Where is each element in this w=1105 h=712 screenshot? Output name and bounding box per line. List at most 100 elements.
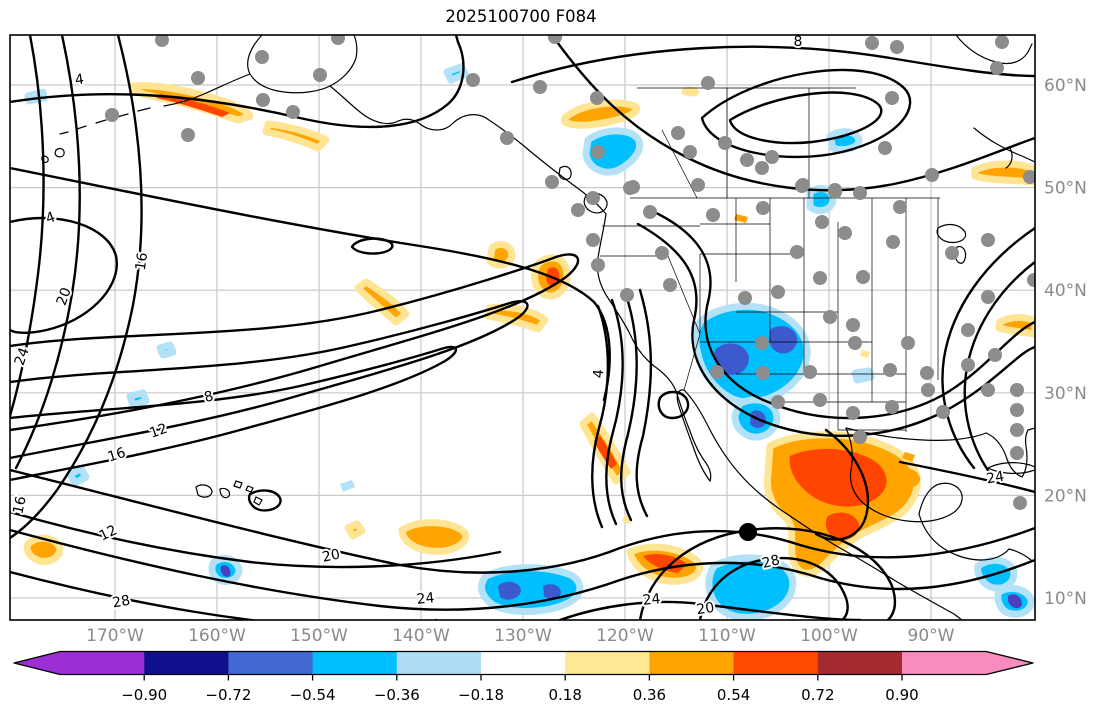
contour-line — [657, 390, 690, 420]
station-dot — [313, 68, 327, 82]
station-dot — [846, 406, 860, 420]
station-dot — [995, 35, 1009, 49]
station-dot — [921, 383, 935, 397]
contour-line — [636, 222, 1035, 437]
station-dot — [813, 393, 827, 407]
colorbar-tick-label: −0.18 — [458, 686, 504, 704]
contour-line — [10, 253, 580, 432]
contour-value-label: 24 — [985, 469, 1005, 488]
shaded-anomaly — [734, 214, 748, 223]
shaded-anomaly-layer — [23, 63, 1035, 620]
station-dot — [738, 291, 752, 305]
contour-line — [605, 298, 624, 526]
colorbar-tick-label: −0.72 — [205, 686, 251, 704]
station-dot — [771, 285, 785, 299]
x-tick-label: 110°W — [698, 626, 756, 646]
colorbar-left-arrow — [14, 651, 60, 675]
station-dot — [765, 150, 779, 164]
station-dot — [853, 430, 867, 444]
colorbar-tick-label: 0.54 — [717, 686, 750, 704]
station-dot — [988, 348, 1002, 362]
station-dot — [893, 200, 907, 214]
station-dot — [256, 93, 270, 107]
station-dot — [571, 203, 585, 217]
shaded-anomaly — [66, 465, 90, 487]
station-dot — [191, 71, 205, 85]
station-dot — [286, 105, 300, 119]
coastline — [918, 513, 1032, 561]
shaded-anomaly — [126, 389, 150, 409]
station-dot — [936, 405, 950, 419]
colorbar-segment — [312, 651, 398, 675]
state-border-layer — [600, 87, 940, 432]
contour-line — [550, 35, 1035, 192]
coastline — [41, 148, 65, 163]
contour-line — [14, 35, 81, 470]
colorbar-segment — [228, 651, 314, 675]
coastline — [558, 165, 572, 181]
station-dot — [691, 178, 705, 192]
shaded-anomaly — [898, 468, 921, 488]
colorbar-segment — [60, 651, 145, 675]
y-tick-label: 20°N — [1044, 486, 1087, 506]
contour-line — [247, 489, 282, 512]
coastline — [163, 73, 251, 107]
station-dot — [885, 91, 899, 105]
contour-line — [814, 428, 870, 541]
station-dot — [755, 161, 769, 175]
station-dot — [105, 108, 119, 122]
shaded-anomaly — [344, 520, 366, 540]
station-dot — [886, 235, 900, 249]
contour-line — [10, 35, 143, 540]
station-dot — [853, 186, 867, 200]
colorbar-tick-label: −0.36 — [374, 686, 420, 704]
shaded-anomaly — [478, 564, 584, 615]
colorbar-tick-label: 0.36 — [633, 686, 666, 704]
station-dot — [718, 136, 732, 150]
contour-line — [10, 166, 611, 402]
contour-line — [728, 91, 883, 145]
station-dot — [1027, 273, 1035, 287]
contour-line — [898, 460, 1035, 494]
shaded-anomaly — [681, 86, 700, 97]
shaded-anomaly — [995, 314, 1035, 338]
state-border — [735, 198, 939, 432]
station-dot — [181, 128, 195, 142]
contour-line — [648, 208, 1035, 420]
contour-line — [10, 468, 1035, 574]
contour-line — [10, 510, 502, 569]
station-dot — [655, 246, 669, 260]
contour-value-label: 28 — [760, 552, 781, 572]
station-dot — [591, 145, 605, 159]
station-dot — [663, 278, 677, 292]
contour-line — [635, 288, 653, 518]
station-dot — [878, 141, 892, 155]
x-tick-label: 170°W — [86, 626, 144, 646]
station-dot — [331, 35, 345, 45]
colorbar-tick-label: −0.90 — [121, 686, 167, 704]
colorbar-segment — [817, 651, 903, 675]
coastline — [955, 35, 1033, 65]
station-dot — [961, 358, 975, 372]
colorbar-tick-label: 0.18 — [548, 686, 581, 704]
station-dot — [756, 201, 770, 215]
station-dot — [846, 318, 860, 332]
shaded-anomaly — [789, 448, 887, 507]
contour-value-label: 8 — [202, 388, 215, 406]
colorbar-segment — [733, 651, 819, 675]
coastline — [329, 85, 607, 215]
station-dot — [740, 153, 754, 167]
coastline — [845, 427, 963, 523]
contour-line — [941, 226, 1035, 470]
station-dot — [466, 73, 480, 87]
contour-line — [10, 216, 119, 334]
shaded-anomaly — [443, 63, 469, 84]
colorbar-outline — [13, 650, 1034, 676]
contour-line — [10, 345, 457, 482]
station-dot — [1010, 383, 1024, 397]
contour-value-label: 4 — [74, 71, 85, 88]
contour-line — [963, 260, 1035, 478]
shaded-anomaly — [340, 480, 355, 492]
station-dot — [856, 270, 870, 284]
y-tick-label: 60°N — [1044, 76, 1087, 96]
